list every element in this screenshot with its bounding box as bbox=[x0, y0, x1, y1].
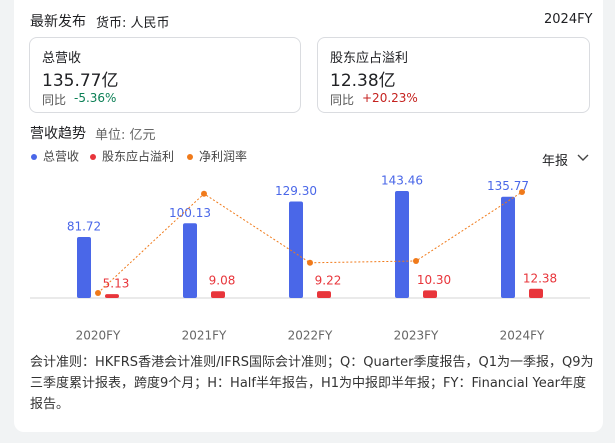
value-label: 100.13 bbox=[169, 206, 211, 220]
unit: 单位: 亿元 bbox=[95, 128, 156, 143]
legend-label: 股东应占溢利 bbox=[102, 149, 174, 164]
value-label: 135.77 bbox=[487, 179, 529, 193]
change-label: 同比 bbox=[330, 93, 355, 107]
value-label: 10.30 bbox=[417, 273, 451, 287]
bar bbox=[529, 288, 543, 298]
metric-label: 总营收 bbox=[42, 51, 82, 66]
legend-marker bbox=[90, 154, 96, 160]
change-value: +20.23% bbox=[362, 91, 418, 105]
line bbox=[97, 191, 523, 294]
bar bbox=[317, 291, 331, 298]
metric-card bbox=[317, 37, 590, 113]
legend-marker bbox=[187, 154, 193, 160]
x-tick-label: 2023FY bbox=[394, 329, 439, 343]
metric-card bbox=[29, 37, 301, 113]
x-tick-label: 2020FY bbox=[76, 329, 121, 343]
header-title: 最新发布 bbox=[30, 14, 86, 30]
period-dropdown[interactable]: 年报 bbox=[542, 154, 569, 169]
legend-label: 净利润率 bbox=[199, 149, 247, 164]
line-point bbox=[413, 257, 419, 264]
bar bbox=[183, 223, 197, 298]
bar bbox=[211, 291, 225, 298]
value-label: 12.38 bbox=[523, 271, 557, 285]
bar bbox=[423, 290, 437, 298]
metric-label: 股东应占溢利 bbox=[330, 51, 409, 66]
value-label: 129.30 bbox=[275, 184, 317, 198]
bar bbox=[77, 237, 91, 298]
x-tick-label: 2021FY bbox=[182, 329, 227, 343]
line-point bbox=[519, 189, 525, 195]
value-label: 9.22 bbox=[315, 274, 342, 288]
footnote: 会计准则：HKFRS香港会计准则/IFRS国际会计准则；Q：Quarter季度报… bbox=[30, 355, 594, 412]
legend-marker bbox=[31, 154, 37, 160]
x-tick-label: 2022FY bbox=[288, 329, 333, 343]
dropdown-chevron[interactable] bbox=[577, 154, 589, 161]
value-label: 81.72 bbox=[67, 220, 101, 234]
change-value: -5.36% bbox=[74, 91, 117, 105]
value-label: 9.08 bbox=[209, 274, 236, 288]
value-label: 143.46 bbox=[381, 173, 423, 187]
currency: 货币: 人民币 bbox=[96, 16, 170, 31]
line-point bbox=[201, 190, 207, 197]
x-tick-label: 2024FY bbox=[500, 329, 545, 343]
value-label: 5.13 bbox=[103, 277, 130, 291]
bar bbox=[105, 294, 119, 298]
metric-value: 12.38亿 bbox=[330, 71, 396, 91]
chart-title: 营收趋势 bbox=[30, 126, 86, 142]
bar bbox=[501, 196, 515, 298]
period: 2024FY bbox=[544, 12, 593, 27]
bar bbox=[395, 190, 409, 298]
metric-value: 135.77亿 bbox=[42, 71, 119, 91]
bar bbox=[289, 201, 303, 298]
line-point bbox=[307, 259, 313, 266]
legend-label: 总营收 bbox=[43, 150, 79, 164]
line-point bbox=[95, 290, 101, 296]
change-label: 同比 bbox=[42, 93, 67, 107]
